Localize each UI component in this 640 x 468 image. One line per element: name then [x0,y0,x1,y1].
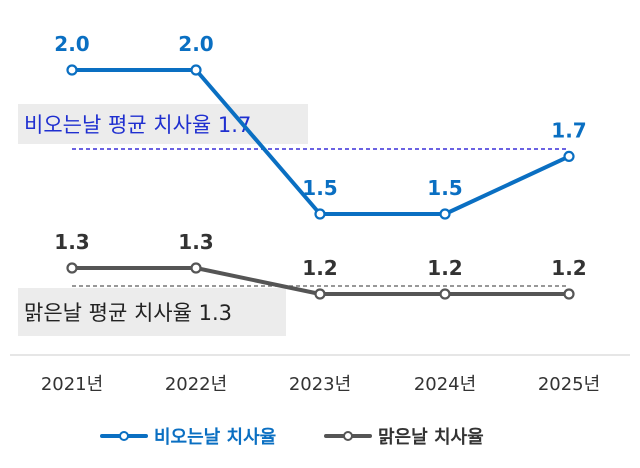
x-tick-label-1: 2021년 [41,374,103,395]
data-point-s1-5 [563,150,575,162]
legend-marker-2 [343,431,353,441]
x-tick-label-2: 2022년 [165,374,227,395]
x-tick-label-3: 2023년 [289,374,351,395]
x-tick-label-4: 2024년 [414,374,476,395]
data-point-s1-2 [190,64,202,76]
data-label-s1-4: 1.5 [427,176,462,200]
data-point-s2-3 [314,288,326,300]
data-point-s2-1 [66,262,78,274]
data-label-s1-3: 1.5 [302,176,337,200]
data-label-s1-1: 2.0 [54,32,89,56]
legend-label-1: 비오는날 치사율 [154,427,276,448]
data-label-s2-2: 1.3 [178,230,213,254]
reference-label-2: 맑은날 평균 치사율 1.3 [24,301,232,325]
data-label-s2-1: 1.3 [54,230,89,254]
data-point-s2-5 [563,288,575,300]
data-label-s1-5: 1.7 [551,118,586,142]
data-point-s1-4 [439,208,451,220]
reference-label-box-1 [18,104,308,144]
legend-label-2: 맑은날 치사율 [378,427,484,448]
x-tick-label-5: 2025년 [538,374,600,395]
data-label-s2-4: 1.2 [427,256,462,280]
data-label-s2-3: 1.2 [302,256,337,280]
data-point-s1-3 [314,208,326,220]
legend-marker-1 [119,431,129,441]
reference-label-1: 비오는날 평균 치사율 1.7 [24,113,251,137]
data-label-s2-5: 1.2 [551,256,586,280]
data-point-s2-2 [190,262,202,274]
data-point-s1-1 [66,64,78,76]
data-label-s1-2: 2.0 [178,32,213,56]
data-point-s2-4 [439,288,451,300]
reference-label-box-2 [18,288,286,336]
